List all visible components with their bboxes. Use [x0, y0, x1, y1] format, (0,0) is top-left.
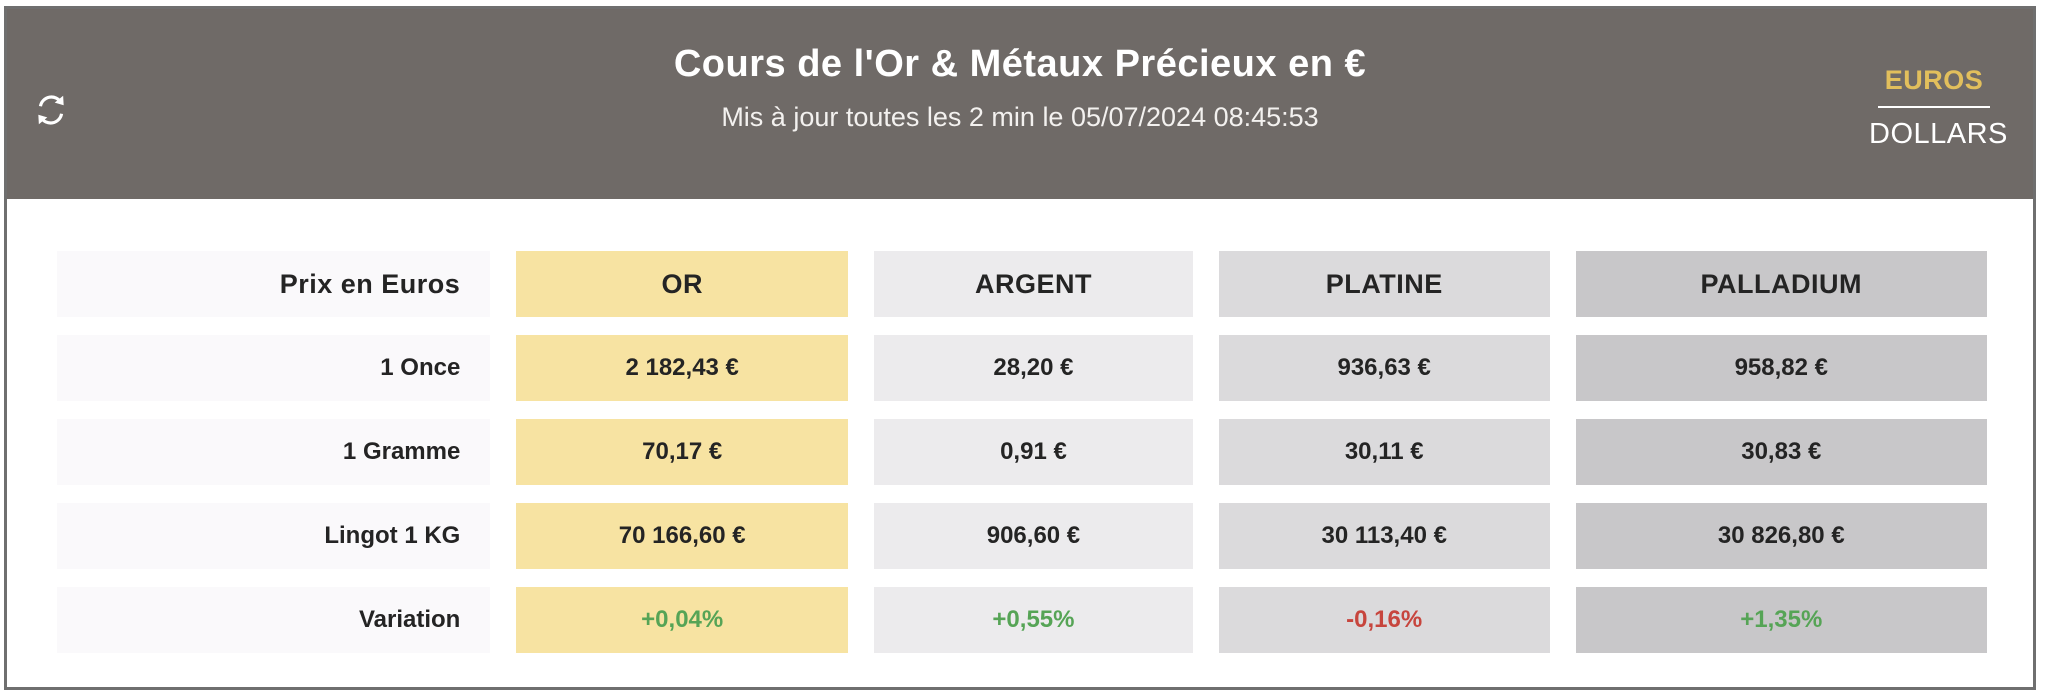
currency-divider: [1878, 106, 1990, 108]
row-label-gramme: 1 Gramme: [57, 419, 491, 485]
row-label-variation: Variation: [57, 587, 491, 653]
price-table: Prix en Euros OR ARGENT PLATINE PALLADIU…: [7, 199, 2033, 683]
header-text-block: Cours de l'Or & Métaux Précieux en € Mis…: [7, 43, 2033, 133]
cell-once-platine: 936,63 €: [1218, 335, 1550, 401]
cell-variation-platine: -0,16%: [1218, 587, 1550, 653]
cell-once-palladium: 958,82 €: [1575, 335, 1987, 401]
cell-lingot-or: 70 166,60 €: [516, 503, 849, 569]
cell-once-or: 2 182,43 €: [516, 335, 849, 401]
cell-lingot-palladium: 30 826,80 €: [1575, 503, 1987, 569]
column-header-platine: PLATINE: [1218, 251, 1550, 317]
cell-variation-or: +0,04%: [516, 587, 849, 653]
cell-lingot-platine: 30 113,40 €: [1218, 503, 1550, 569]
column-header-argent: ARGENT: [874, 251, 1193, 317]
currency-option-dollars[interactable]: DOLLARS: [1869, 118, 2008, 150]
last-updated-text: Mis à jour toutes les 2 min le 05/07/202…: [721, 102, 1319, 132]
cell-gramme-platine: 30,11 €: [1218, 419, 1550, 485]
cell-gramme-palladium: 30,83 €: [1575, 419, 1987, 485]
refresh-button[interactable]: [31, 91, 71, 131]
currency-option-euros[interactable]: EUROS: [1884, 65, 1984, 95]
refresh-icon: [32, 95, 70, 132]
widget-header: Cours de l'Or & Métaux Précieux en € Mis…: [7, 9, 2033, 199]
cell-lingot-argent: 906,60 €: [874, 503, 1193, 569]
cell-once-argent: 28,20 €: [874, 335, 1193, 401]
column-header-or: OR: [516, 251, 849, 317]
cell-gramme-or: 70,17 €: [516, 419, 849, 485]
table-corner-header: Prix en Euros: [57, 251, 491, 317]
currency-toggle: EUROS DOLLARS: [1869, 65, 2008, 151]
cell-variation-argent: +0,55%: [874, 587, 1193, 653]
page-title: Cours de l'Or & Métaux Précieux en €: [673, 43, 1367, 85]
gold-price-widget: Cours de l'Or & Métaux Précieux en € Mis…: [4, 6, 2036, 690]
row-label-once: 1 Once: [57, 335, 491, 401]
column-header-palladium: PALLADIUM: [1575, 251, 1987, 317]
row-label-lingot: Lingot 1 KG: [57, 503, 491, 569]
cell-gramme-argent: 0,91 €: [874, 419, 1193, 485]
cell-variation-palladium: +1,35%: [1575, 587, 1987, 653]
